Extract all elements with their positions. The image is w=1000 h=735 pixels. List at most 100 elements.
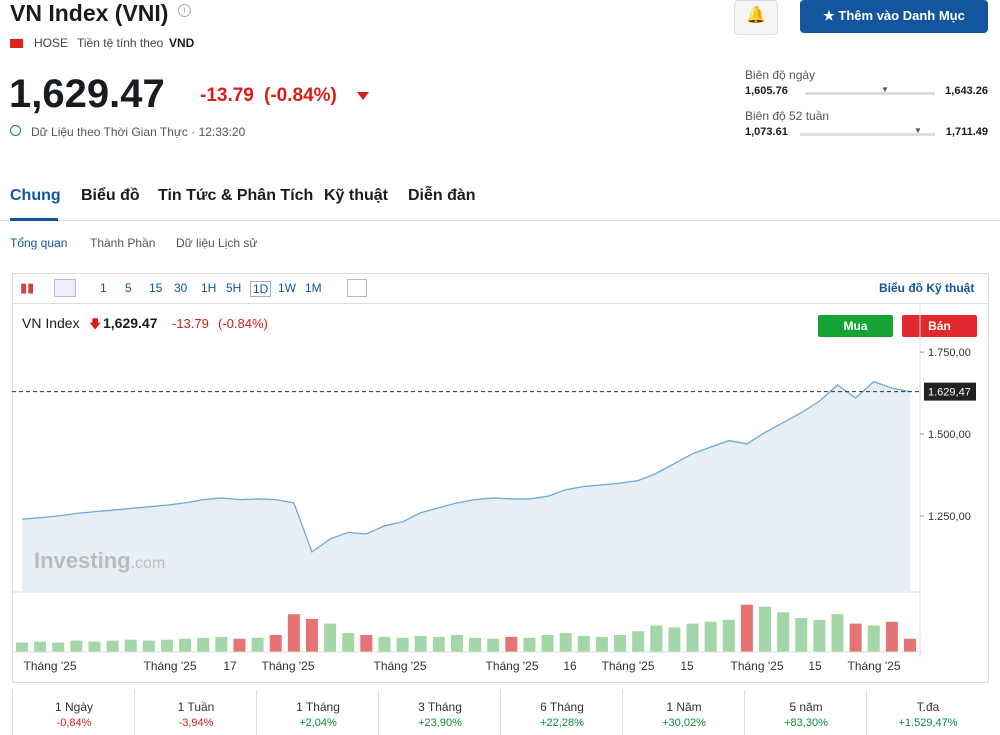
volume-bar xyxy=(233,638,246,652)
volume-bar xyxy=(396,637,409,652)
currency-label: Tiền tệ tính theo xyxy=(77,36,164,50)
x-tick-label: 15 xyxy=(680,659,694,673)
watermark: Investing.com xyxy=(34,548,165,574)
chart-price: 1,629.47 xyxy=(103,315,158,331)
x-tick-label: Tháng '25 xyxy=(486,659,539,673)
change-pct: (-0.84%) xyxy=(264,85,337,106)
change: -13.79 xyxy=(200,85,254,106)
volume-bar xyxy=(378,636,391,652)
x-tick-label: Tháng '25 xyxy=(848,659,901,673)
range-marker: ▼ xyxy=(914,126,922,135)
chart-change-pct: (-0.84%) xyxy=(218,316,268,331)
tab[interactable]: Chung xyxy=(10,187,61,204)
tab[interactable]: Biểu đồ xyxy=(81,187,140,204)
active-tab-indicator xyxy=(10,218,58,221)
subtab[interactable]: Thành Phần xyxy=(90,236,156,250)
range-high: 1,711.49 xyxy=(945,126,988,138)
volume-bar xyxy=(777,612,790,652)
toolbar-divider xyxy=(12,303,988,304)
x-tick-label: Tháng '25 xyxy=(24,659,77,673)
volume-bar xyxy=(88,641,101,652)
x-tick-label: Tháng '25 xyxy=(602,659,655,673)
volume-bar xyxy=(342,633,355,652)
volume-bar xyxy=(305,618,318,652)
volume-bar xyxy=(505,636,518,652)
interval-button[interactable]: 1 xyxy=(100,281,107,295)
watermark-main: Investing xyxy=(34,548,131,573)
calendar-icon[interactable] xyxy=(347,279,367,297)
watchlist-label: Thêm vào Danh Mục xyxy=(838,8,965,23)
volume-bar xyxy=(704,621,717,652)
tab[interactable]: Tin Tức & Phân Tích xyxy=(158,187,314,204)
area xyxy=(22,381,910,592)
x-tick-label: Tháng '25 xyxy=(262,659,315,673)
volume-bar xyxy=(813,619,826,652)
interval-button[interactable]: 5 xyxy=(125,281,132,295)
current-price-box xyxy=(924,382,976,401)
volume-bar xyxy=(142,640,155,652)
technical-link[interactable]: Biểu đồ Kỹ thuật xyxy=(879,281,975,295)
volume-bar xyxy=(722,619,735,652)
volume-bar xyxy=(469,637,482,652)
interval-button[interactable]: 30 xyxy=(174,281,188,295)
info-icon[interactable]: i xyxy=(178,4,191,17)
range-low: 1,073.61 xyxy=(745,126,788,138)
range-marker: ▼ xyxy=(881,85,889,94)
volume-bar xyxy=(106,640,119,652)
period: 1 Năm xyxy=(666,700,702,714)
performance-cell: 5 năm +83,30% xyxy=(744,690,867,735)
range-high: 1,643.26 xyxy=(945,85,988,97)
clock-icon xyxy=(10,125,21,136)
range-track xyxy=(805,92,935,95)
interval-button[interactable]: 15 xyxy=(149,281,163,295)
period: 1 Tuần xyxy=(177,700,215,714)
x-tick-label: 15 xyxy=(808,659,822,673)
period-change: +30,02% xyxy=(662,717,706,729)
flag xyxy=(10,39,23,48)
subtab[interactable]: Tổng quan xyxy=(10,236,68,250)
buy-button[interactable]: Mua xyxy=(818,315,893,337)
chart-change: -13.79 xyxy=(172,316,209,331)
chart-name: VN Index xyxy=(22,315,80,331)
realtime: Dữ Liệu theo Thời Gian Thực · 12:33:20 xyxy=(31,125,246,139)
interval-button[interactable]: 1H xyxy=(201,281,217,295)
volume-bar xyxy=(632,631,645,652)
chart-frame xyxy=(12,273,989,683)
volume-bar xyxy=(124,639,137,652)
volume-bar xyxy=(740,604,753,652)
volume-bar xyxy=(686,623,699,652)
interval-button[interactable]: 1D xyxy=(250,281,272,297)
volume-bar xyxy=(34,641,47,652)
performance-cell: 3 Tháng +23,90% xyxy=(378,690,501,735)
tab[interactable]: Diễn đàn xyxy=(408,187,476,204)
sell-button[interactable]: Bán xyxy=(902,315,977,337)
volume-bar xyxy=(414,635,427,652)
volume-bar xyxy=(577,635,590,652)
range-label: Biên độ 52 tuần xyxy=(745,109,830,123)
y-tick-label: 1.250,00 xyxy=(928,511,971,523)
alert-button[interactable]: 🔔 xyxy=(734,0,778,35)
tab[interactable]: Kỹ thuật xyxy=(324,187,388,204)
watchlist-button[interactable]: ★ Thêm vào Danh Mục xyxy=(800,0,988,33)
volume-bar xyxy=(324,623,337,652)
volume-bar xyxy=(16,642,28,652)
performance-cell: 1 Tháng +2,04% xyxy=(256,690,379,735)
performance-cell: 1 Tuần -3,94% xyxy=(134,690,257,735)
subtab[interactable]: Dữ liệu Lịch sử xyxy=(176,236,258,250)
x-tick-label: Tháng '25 xyxy=(144,659,197,673)
interval-button[interactable]: 1W xyxy=(278,281,296,295)
performance-cell: 1 Ngày -0,84% xyxy=(12,690,135,735)
title: VN Index (VNI) xyxy=(10,0,169,26)
volume-bar xyxy=(614,634,627,652)
volume-bar xyxy=(831,614,844,652)
candle-icon[interactable]: ▮▮ xyxy=(20,280,35,295)
period: T.đa xyxy=(916,700,940,714)
period: 6 Tháng xyxy=(540,700,584,714)
interval-button[interactable]: 1M xyxy=(305,281,322,295)
volume-bar xyxy=(650,625,663,652)
area-icon[interactable] xyxy=(54,279,76,297)
volume-bar xyxy=(885,621,898,652)
exchange: HOSE xyxy=(34,36,69,50)
volume-bar xyxy=(450,634,463,652)
interval-button[interactable]: 5H xyxy=(226,281,242,295)
